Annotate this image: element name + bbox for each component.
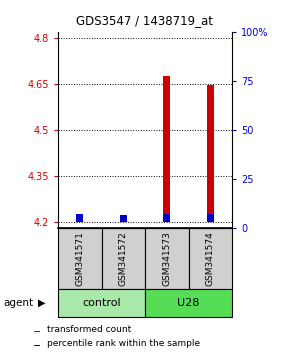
Text: ▶: ▶ [38,298,46,308]
Bar [77,213,83,222]
Text: transformed count: transformed count [47,325,132,334]
Text: agent: agent [3,298,33,308]
Text: GDS3547 / 1438719_at: GDS3547 / 1438719_at [77,14,213,27]
Bar [188,228,232,289]
Text: GSM341574: GSM341574 [206,231,215,286]
Text: percentile rank within the sample: percentile rank within the sample [47,339,200,348]
Bar [145,228,188,289]
Bar [120,220,126,222]
Text: GSM341573: GSM341573 [162,231,171,286]
Text: GSM341572: GSM341572 [119,231,128,286]
Bar [145,289,232,317]
Bar [164,76,170,222]
Bar [207,85,213,222]
Bar [58,228,102,289]
Bar [164,213,170,222]
Bar [77,217,83,222]
Text: GSM341571: GSM341571 [75,231,84,286]
Text: control: control [82,298,121,308]
Bar [58,289,145,317]
Bar [102,228,145,289]
Bar [34,331,40,332]
Text: U28: U28 [177,298,200,308]
Bar [34,345,40,346]
Bar [120,216,126,222]
Bar [207,213,213,222]
